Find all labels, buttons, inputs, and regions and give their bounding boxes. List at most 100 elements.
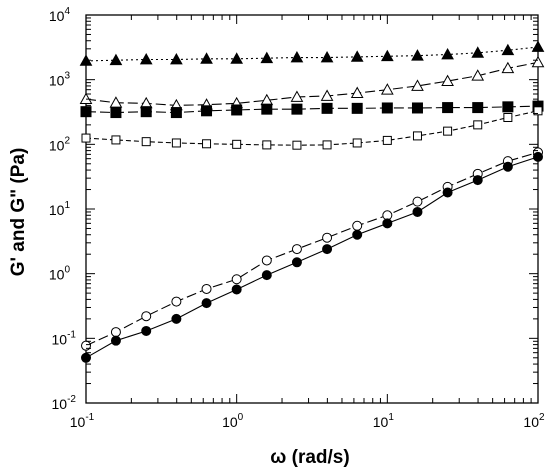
y-tick-base: 10 bbox=[49, 8, 65, 24]
y-tick-label: 104 bbox=[49, 6, 71, 24]
x-tick-exponent: 0 bbox=[238, 412, 244, 423]
data-point bbox=[352, 229, 363, 240]
data-point bbox=[502, 161, 513, 172]
series-circle-filled bbox=[81, 151, 543, 363]
x-tick-label: 101 bbox=[373, 412, 395, 430]
data-point bbox=[140, 106, 152, 118]
x-tick-base: 10 bbox=[70, 414, 86, 430]
data-point bbox=[382, 135, 392, 145]
data-point bbox=[441, 74, 454, 87]
data-point bbox=[411, 49, 424, 61]
data-point bbox=[110, 107, 122, 119]
data-point bbox=[230, 52, 244, 64]
data-point bbox=[531, 55, 545, 68]
y-tick-exponent: 2 bbox=[64, 135, 70, 146]
x-tick-base: 10 bbox=[222, 414, 238, 430]
data-point bbox=[81, 133, 91, 143]
data-point bbox=[79, 92, 93, 105]
data-point bbox=[141, 325, 152, 336]
data-point bbox=[80, 106, 92, 118]
data-point bbox=[412, 206, 423, 217]
y-tick-exponent: -1 bbox=[67, 329, 76, 340]
data-point bbox=[139, 52, 153, 65]
data-point bbox=[292, 140, 302, 150]
data-point bbox=[533, 106, 543, 116]
data-point bbox=[260, 51, 274, 64]
data-point bbox=[380, 83, 394, 95]
series-line bbox=[85, 46, 539, 62]
data-point bbox=[262, 140, 272, 150]
y-tick-label: 101 bbox=[49, 200, 71, 218]
x-tick-label: 102 bbox=[523, 412, 545, 430]
data-point bbox=[261, 103, 273, 115]
x-tick-base: 10 bbox=[373, 414, 389, 430]
x-tick-exponent: 1 bbox=[388, 412, 394, 423]
data-point bbox=[202, 139, 212, 149]
series-layer bbox=[79, 40, 545, 363]
data-point bbox=[442, 187, 453, 198]
plot-frame bbox=[85, 14, 539, 404]
series-line bbox=[85, 156, 539, 359]
y-tick-exponent: -2 bbox=[67, 394, 76, 405]
data-point bbox=[261, 270, 272, 281]
data-point bbox=[501, 61, 515, 74]
data-point bbox=[201, 298, 212, 309]
data-point bbox=[200, 52, 213, 64]
data-point bbox=[411, 102, 423, 114]
data-point bbox=[380, 49, 394, 62]
data-point bbox=[443, 126, 453, 136]
data-point bbox=[441, 47, 454, 60]
y-tick-exponent: 1 bbox=[64, 200, 70, 211]
series-square-filled bbox=[80, 100, 544, 119]
data-point bbox=[472, 175, 483, 186]
data-point bbox=[442, 102, 454, 114]
data-point bbox=[531, 40, 545, 52]
data-point bbox=[110, 335, 121, 346]
data-point bbox=[320, 89, 334, 101]
data-point bbox=[352, 138, 362, 148]
data-point bbox=[501, 43, 515, 56]
data-point bbox=[231, 104, 243, 116]
y-tick-base: 10 bbox=[49, 137, 65, 153]
series-triangle-open bbox=[79, 55, 545, 111]
data-point bbox=[171, 313, 182, 324]
data-point bbox=[291, 257, 302, 268]
data-point bbox=[471, 69, 485, 81]
data-point bbox=[473, 120, 483, 130]
y-tick-base: 10 bbox=[52, 396, 68, 412]
data-point bbox=[231, 274, 242, 285]
data-point bbox=[290, 90, 304, 102]
series-triangle-filled bbox=[79, 40, 545, 66]
data-point bbox=[109, 96, 123, 108]
data-point bbox=[171, 296, 182, 307]
y-tick-base: 10 bbox=[49, 73, 65, 89]
data-point bbox=[503, 112, 513, 122]
series-line bbox=[85, 110, 539, 146]
data-point bbox=[141, 311, 152, 322]
data-point bbox=[261, 255, 272, 266]
data-point bbox=[290, 50, 304, 63]
data-point bbox=[381, 102, 393, 114]
data-point bbox=[170, 107, 182, 119]
y-tick-exponent: 0 bbox=[64, 265, 70, 276]
data-point bbox=[412, 196, 423, 207]
data-point bbox=[351, 102, 363, 114]
data-point bbox=[141, 137, 151, 147]
data-point bbox=[201, 283, 212, 294]
data-point bbox=[322, 232, 333, 243]
y-tick-base: 10 bbox=[49, 202, 65, 218]
data-point bbox=[322, 244, 333, 255]
series-square-open bbox=[81, 106, 543, 150]
x-tick-base: 10 bbox=[523, 414, 539, 430]
series-line bbox=[85, 151, 539, 347]
data-point bbox=[533, 151, 543, 162]
x-tick-exponent: -1 bbox=[85, 412, 94, 423]
x-axis-title: ω (rad/s) bbox=[270, 447, 349, 468]
data-point bbox=[110, 327, 121, 338]
data-point bbox=[382, 218, 393, 229]
y-tick-base: 10 bbox=[52, 331, 68, 347]
y-tick-base: 10 bbox=[49, 267, 65, 283]
data-point bbox=[232, 139, 242, 149]
